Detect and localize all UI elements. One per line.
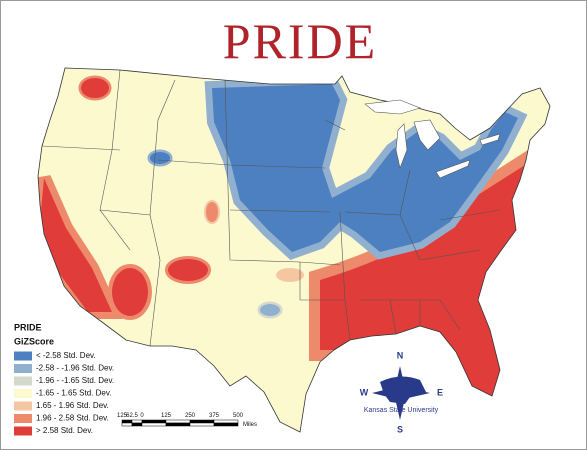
- scale-label: 500: [233, 413, 244, 419]
- scale-segment: [131, 422, 143, 427]
- scale-segment: [213, 419, 239, 424]
- logo-text: Kansas State University: [364, 407, 439, 414]
- legend-label: -2.58 - -1.96 Std. Dev.: [36, 364, 114, 373]
- compass-east: E: [437, 387, 443, 397]
- scale-segment: [165, 419, 191, 424]
- scale-segment: [189, 419, 215, 424]
- coldspot-central: [204, 76, 528, 261]
- coldspot-idaho: [147, 149, 173, 167]
- compass-north: N: [397, 350, 404, 360]
- scale-segment: [141, 422, 167, 427]
- legend-swatch: [14, 376, 32, 386]
- scale-segment: [141, 419, 167, 424]
- scale-segment: [121, 422, 133, 427]
- scale-label: 0: [140, 413, 144, 419]
- scale-unit: Miles: [243, 422, 257, 428]
- legend-swatch: [14, 401, 32, 411]
- hotspot-washington: [78, 75, 112, 101]
- hotspot-new-mexico: [165, 256, 211, 284]
- state-lines: [41, 69, 501, 347]
- scale-segment: [121, 419, 133, 424]
- scale-label: 250: [185, 413, 196, 419]
- scale-segment: [213, 422, 239, 427]
- legend-field: GiZScore: [14, 336, 54, 346]
- map-title: PRIDE: [223, 13, 377, 69]
- great-lakes: [364, 99, 501, 179]
- hotspot-oklahoma: [276, 268, 304, 282]
- scale-label: 375: [209, 413, 220, 419]
- wildcat-logo: [380, 376, 426, 404]
- legend-label: 1.65 - 1.96 Std. Dev.: [36, 401, 109, 410]
- hotspot-colorado: [204, 200, 220, 224]
- legend-swatch: [14, 364, 32, 373]
- coldspot-texas: [257, 301, 283, 319]
- legend: PRIDE GiZScore < -2.58 Std. Dev. -2.58 - …: [14, 322, 114, 436]
- compass-south: S: [397, 424, 403, 434]
- scale-segment: [165, 422, 191, 427]
- scale-segment: [189, 422, 215, 427]
- compass-west: W: [360, 387, 369, 397]
- legend-label: 1.96 - 2.58 Std. Dev.: [36, 414, 109, 423]
- scale-label: 125: [161, 413, 172, 419]
- legend-label: < -2.58 Std. Dev.: [36, 351, 96, 360]
- legend-layer: PRIDE: [14, 322, 42, 332]
- legend-label: > 2.58 Std. Dev.: [36, 426, 93, 435]
- scale-segment: [131, 419, 143, 424]
- compass: N S W E Kansas State University: [360, 350, 443, 434]
- legend-swatch: [14, 351, 32, 361]
- hotspot-arizona: [108, 264, 152, 320]
- legend-swatch: [14, 414, 32, 423]
- scale-label: 125: [117, 413, 128, 419]
- legend-label: -1.65 - 1.65 Std. Dev.: [36, 389, 111, 398]
- legend-swatch: [14, 426, 32, 436]
- legend-label: -1.96 - -1.65 Std. Dev.: [36, 376, 114, 385]
- legend-swatch: [14, 389, 32, 398]
- scale-label: 62.5: [126, 413, 138, 419]
